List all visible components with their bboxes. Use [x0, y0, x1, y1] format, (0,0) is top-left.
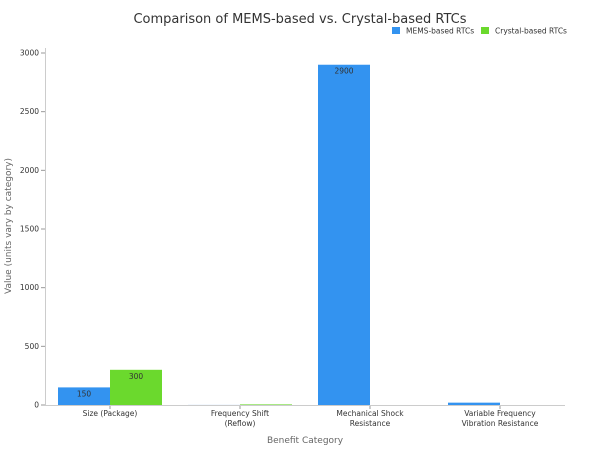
- crystal-bar: [110, 369, 162, 405]
- data-labels: 150 300 2900: [77, 67, 354, 399]
- mems-bar: [58, 387, 110, 405]
- y-tick-label: 3000: [20, 49, 39, 58]
- legend: MEMS-based RTCs Crystal-based RTCs: [392, 27, 567, 36]
- legend-swatch-mems: [392, 27, 400, 34]
- category-label: Vibration Resistance: [462, 419, 539, 428]
- mems-bar: [448, 402, 500, 405]
- mems-value-label: 150: [77, 389, 92, 398]
- y-tick-label: 1500: [20, 225, 39, 234]
- legend-label-mems: MEMS-based RTCs: [406, 27, 474, 36]
- category-label: (Reflow): [225, 419, 256, 428]
- mems-bar: [318, 64, 370, 405]
- y-tick-label: 1000: [20, 283, 39, 292]
- chart-title: Comparison of MEMS-based vs. Crystal-bas…: [133, 12, 466, 27]
- bars: [58, 64, 500, 406]
- crystal-value-label: 300: [129, 372, 144, 381]
- category-label: Resistance: [350, 419, 391, 428]
- x-axis: Size (Package) Frequency Shift(Reflow) Mec…: [83, 405, 539, 428]
- legend-swatch-crystal: [481, 27, 489, 34]
- crystal-bar: [240, 404, 292, 406]
- category-label: Frequency Shift: [211, 409, 269, 418]
- y-tick-label: 0: [34, 401, 39, 410]
- category-label: Variable Frequency: [464, 409, 536, 418]
- y-tick-label: 500: [25, 342, 40, 351]
- y-axis-title: Value (units vary by category): [4, 158, 14, 294]
- legend-label-crystal: Crystal-based RTCs: [495, 27, 567, 36]
- mems-value-label: 2900: [334, 67, 353, 76]
- y-tick-label: 2500: [20, 107, 39, 116]
- y-tick-label: 2000: [20, 166, 39, 175]
- x-axis-title: Benefit Category: [267, 436, 344, 446]
- category-label: Mechanical Shock: [336, 409, 404, 418]
- y-axis: 0 500 1000 1500 2000 2500 3000: [20, 49, 45, 410]
- category-label: Size (Package): [83, 409, 138, 418]
